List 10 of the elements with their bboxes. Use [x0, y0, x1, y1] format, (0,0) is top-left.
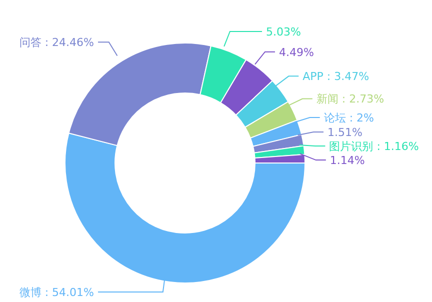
data-label: 4.49% — [279, 46, 314, 59]
slice-label: 论坛 : 2% — [324, 112, 374, 125]
slice-label: APP : 3.47% — [302, 70, 370, 84]
slice-label: 微博 : 54.01% — [19, 286, 94, 299]
data-label: 5.03% — [266, 26, 301, 39]
data-label: 1.14% — [330, 154, 365, 168]
data-label: 1.51% — [328, 126, 362, 140]
slice-label: 问答 : 24.46% — [19, 36, 94, 50]
slice-label: 新闻 : 2.73% — [316, 92, 384, 106]
slice-label: 图片识别 : 1.16% — [329, 140, 419, 154]
